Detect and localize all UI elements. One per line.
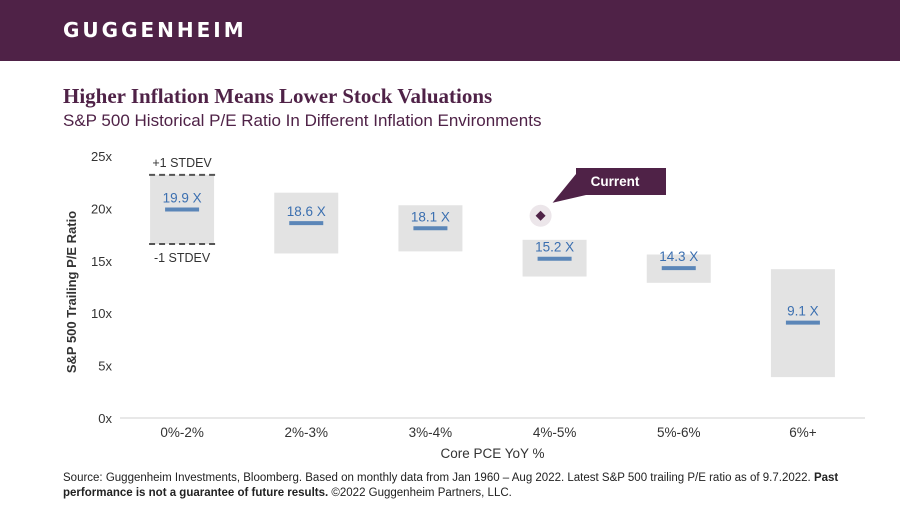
source-disclaimer: Past performance is not a guarantee of f… [63,472,839,499]
y-tick-label: 25x [91,149,112,164]
source-text: Source: Guggenheim Investments, Bloomber… [63,472,811,484]
source-copyright: ©2022 Guggenheim Partners, LLC. [331,487,512,499]
current-marker [535,210,546,221]
data-label: 18.1 X [411,209,450,224]
y-tick-label: 15x [91,254,112,269]
data-label: 18.6 X [287,204,326,219]
x-tick-label: 4%-5% [533,425,577,440]
plus-stdev-label: +1 STDEV [152,156,212,170]
current-callout-label: Current [591,174,640,189]
minus-stdev-label: -1 STDEV [154,251,211,265]
source-note: Source: Guggenheim Investments, Bloomber… [63,471,853,501]
y-tick-label: 0x [98,411,112,426]
header-bar: GUGGENHEIM [0,0,900,61]
brand-logo: GUGGENHEIM [63,18,247,42]
data-label: 15.2 X [535,240,574,255]
x-tick-label: 3%-4% [409,425,453,440]
chart-subtitle: S&P 500 Historical P/E Ratio In Differen… [63,111,542,130]
data-label: 19.9 X [163,190,202,205]
data-label: 14.3 X [659,249,698,264]
x-tick-label: 6%+ [789,425,817,440]
current-callout-box [576,168,666,195]
x-tick-label: 5%-6% [657,425,701,440]
y-axis-title: S&P 500 Trailing P/E Ratio [64,211,79,373]
y-tick-label: 10x [91,306,112,321]
x-axis-title: Core PCE YoY % [440,446,544,461]
x-tick-label: 0%-2% [160,425,204,440]
x-tick-label: 2%-3% [284,425,328,440]
data-label: 9.1 X [787,304,819,319]
y-tick-label: 5x [98,359,112,374]
y-tick-label: 20x [91,201,112,216]
chart-title: Higher Inflation Means Lower Stock Valua… [63,84,493,108]
pe-ratio-chart: 0x 5x 10x 15x 20x 25x 19.9 X 0%-2% 18.6 X 2%-3% 18… [64,149,865,461]
